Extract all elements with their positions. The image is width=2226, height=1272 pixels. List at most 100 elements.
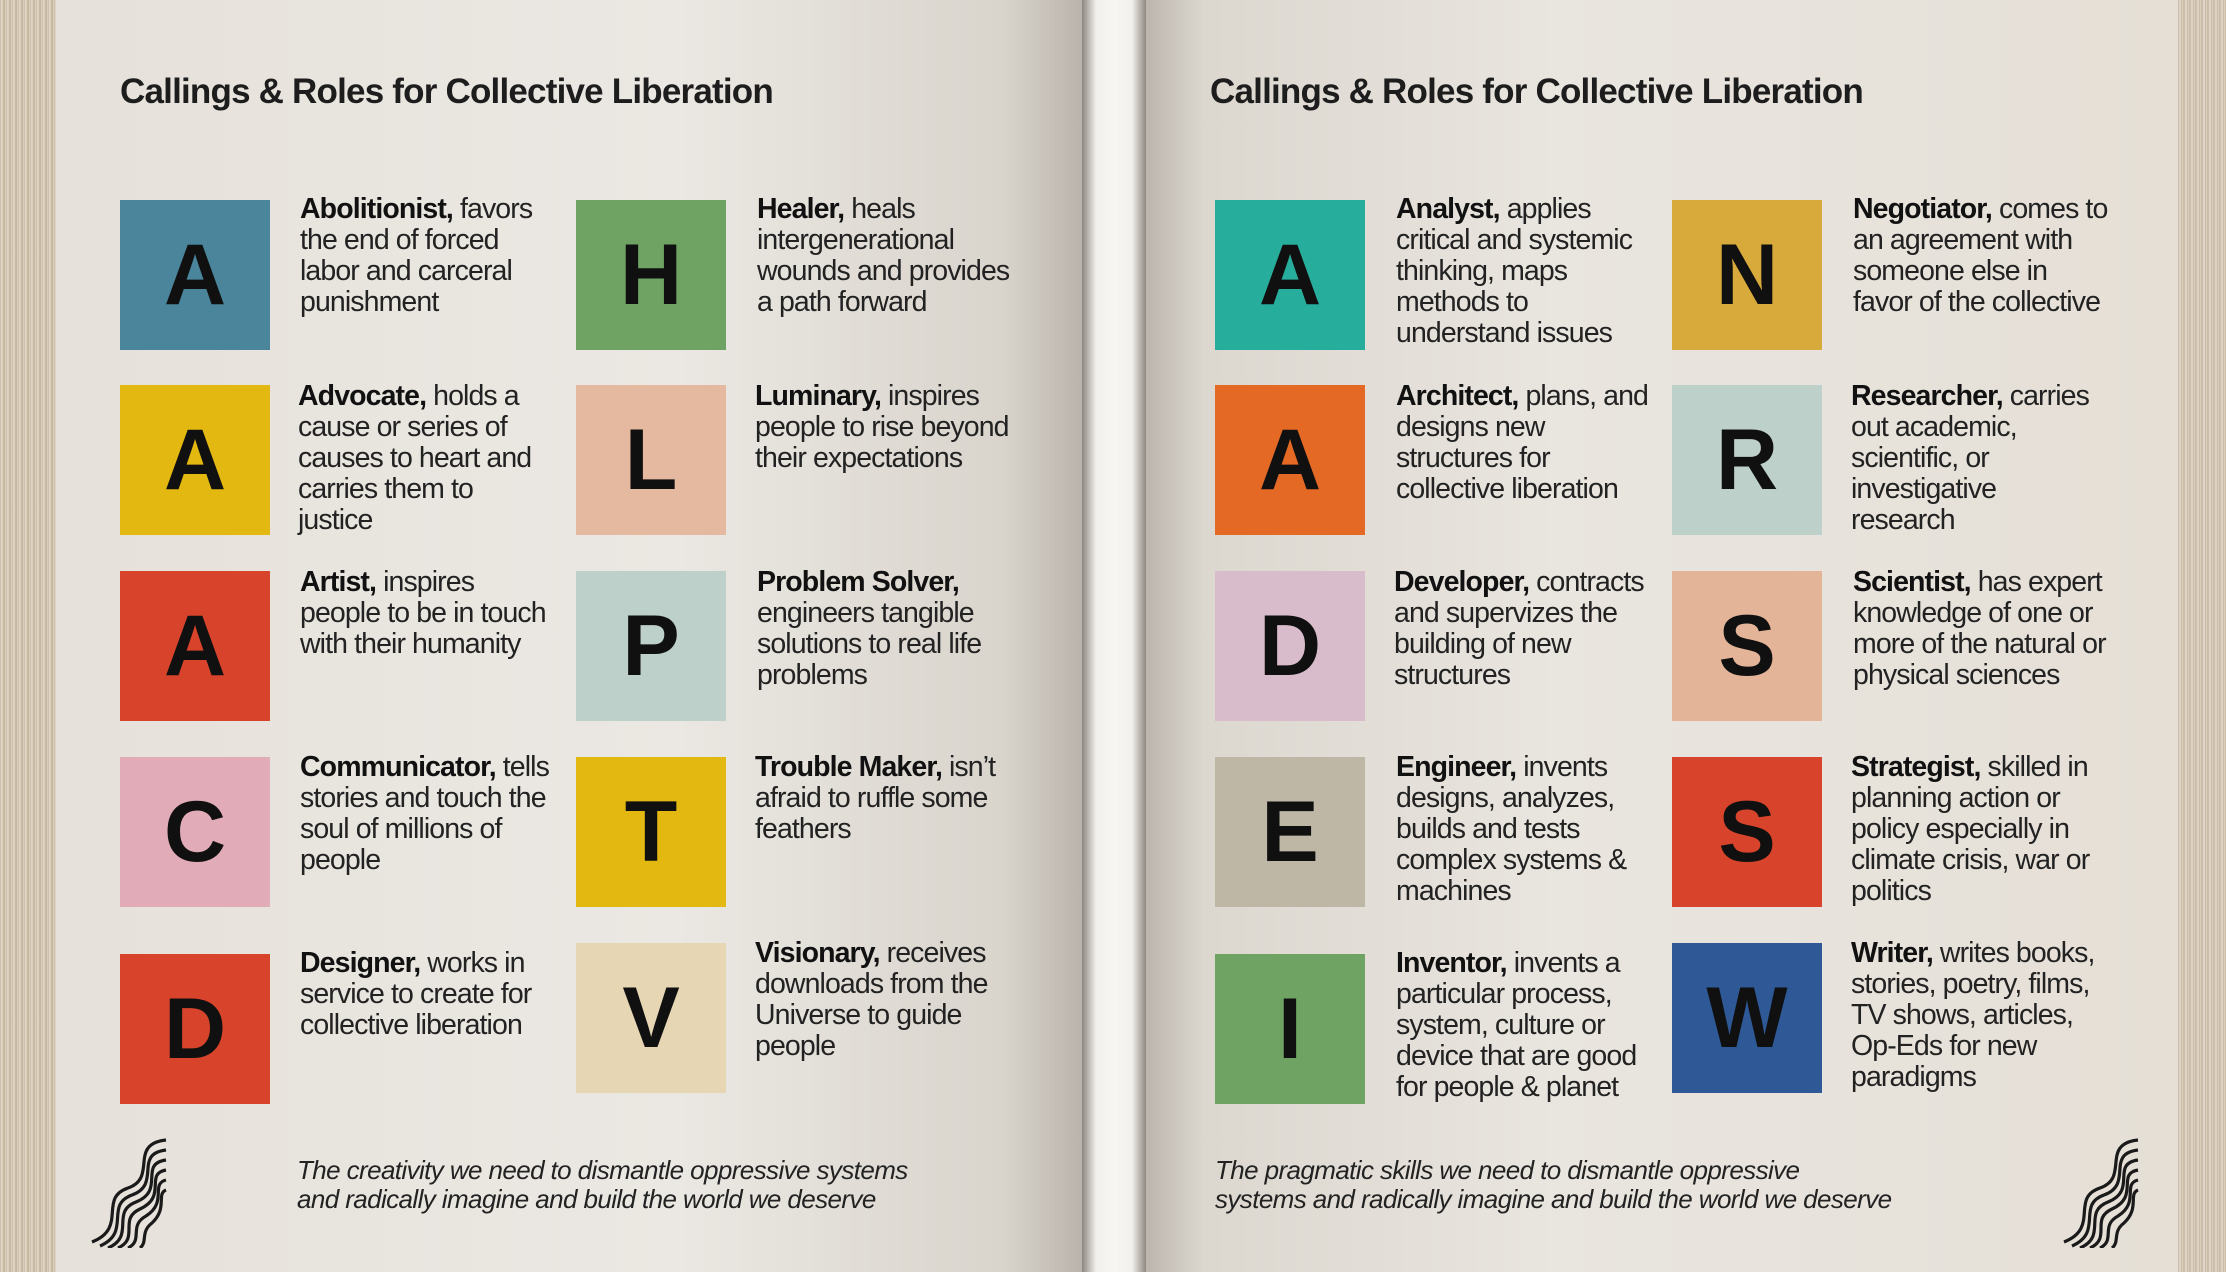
role-description: Healer, heals intergenerational wounds a… [757, 194, 1012, 318]
tile-letter: A [163, 411, 227, 508]
role-description: Architect, plans, and designs new struct… [1396, 381, 1651, 505]
role-name: Strategist, [1851, 751, 1981, 783]
role-text: invents designs, analyzes, builds and te… [1396, 751, 1627, 907]
letter-tile: I [1215, 954, 1365, 1104]
role-name: Trouble Maker, [755, 751, 943, 783]
letter-tile: T [576, 757, 726, 907]
role-text: receives downloads from the Universe to … [755, 937, 988, 1062]
role-description: Abolitionist, favors the end of forced l… [300, 194, 555, 318]
role-name: Inventor, [1396, 947, 1508, 979]
role-description: Strategist, skilled in planning action o… [1851, 752, 2106, 907]
tile-letter: P [622, 597, 680, 694]
role-text: carries out academic, scientific, or inv… [1851, 380, 2090, 536]
role-name: Abolitionist, [300, 193, 454, 225]
role-name: Communicator, [300, 751, 497, 783]
role-name: Engineer, [1396, 751, 1517, 783]
tile-letter: W [1706, 969, 1788, 1066]
letter-tile: E [1215, 757, 1365, 907]
role-text: invents a particular process, system, cu… [1396, 947, 1637, 1103]
letter-tile: R [1672, 385, 1822, 535]
role-description: Negotiator, comes to an agreement with s… [1853, 194, 2108, 318]
tile-letter: A [1258, 411, 1322, 508]
role-description: Advocate, holds a cause or series of cau… [298, 381, 553, 536]
letter-tile: A [120, 200, 270, 350]
role-name: Writer, [1851, 937, 1934, 969]
caption-line: The pragmatic skills we need to dismantl… [1215, 1155, 1800, 1185]
tile-letter: A [163, 226, 227, 323]
role-description: Trouble Maker, isn’t afraid to ruffle so… [755, 752, 1010, 845]
tile-letter: A [163, 597, 227, 694]
role-text: works in service to create for collectiv… [300, 947, 532, 1041]
role-description: Designer, works in service to create for… [300, 948, 555, 1041]
role-description: Luminary, inspires people to rise beyond… [755, 381, 1010, 474]
caption-line: The creativity we need to dismantle oppr… [297, 1155, 908, 1185]
letter-tile: D [1215, 571, 1365, 721]
wave-logo-icon [91, 1138, 167, 1248]
right-page-title: Callings & Roles for Collective Liberati… [1210, 72, 1864, 111]
tile-letter: L [624, 411, 678, 508]
role-name: Healer, [757, 193, 845, 225]
letter-tile: A [120, 571, 270, 721]
tile-letter: S [1718, 597, 1776, 694]
letter-tile: N [1672, 200, 1822, 350]
role-description: Writer, writes books, stories, poetry, f… [1851, 938, 2106, 1093]
role-text: skilled in planning action or policy esp… [1851, 751, 2090, 907]
role-name: Visionary, [755, 937, 881, 969]
role-name: Designer, [300, 947, 421, 979]
role-text: holds a cause or series of causes to hea… [298, 380, 532, 536]
role-text: isn’t afraid to ruffle some feathers [755, 751, 996, 845]
role-description: Inventor, invents a particular process, … [1396, 948, 1651, 1103]
tile-letter: R [1715, 411, 1779, 508]
page-edges-left [0, 0, 60, 1272]
role-description: Artist, inspires people to be in touch w… [300, 567, 555, 660]
tile-letter: H [619, 226, 683, 323]
letter-tile: H [576, 200, 726, 350]
letter-tile: L [576, 385, 726, 535]
role-description: Researcher, carries out academic, scient… [1851, 381, 2106, 536]
tile-letter: D [163, 980, 227, 1077]
role-name: Developer, [1394, 566, 1530, 598]
role-text: inspires people to rise beyond their exp… [755, 380, 1010, 474]
left-page-caption: The creativity we need to dismantle oppr… [297, 1156, 908, 1214]
role-text: writes books, stories, poetry, films, TV… [1851, 937, 2095, 1093]
letter-tile: S [1672, 757, 1822, 907]
tile-letter: N [1715, 226, 1779, 323]
role-description: Analyst, applies critical and systemic t… [1396, 194, 1651, 349]
tile-letter: C [163, 783, 227, 880]
role-text: inspires people to be in touch with thei… [300, 566, 547, 660]
tile-letter: S [1718, 783, 1776, 880]
wave-logo-icon [2063, 1138, 2139, 1248]
role-name: Luminary, [755, 380, 882, 412]
role-text: plans, and designs new structures for co… [1396, 380, 1649, 505]
role-text: has expert knowledge of one or more of t… [1853, 566, 2107, 691]
letter-tile: V [576, 943, 726, 1093]
letter-tile: A [1215, 200, 1365, 350]
role-text: applies critical and systemic thinking, … [1396, 193, 1633, 349]
tile-letter: D [1258, 597, 1322, 694]
role-name: Scientist, [1853, 566, 1972, 598]
role-text: heals intergenerational wounds and provi… [757, 193, 1010, 318]
role-description: Scientist, has expert knowledge of one o… [1853, 567, 2108, 691]
right-page-caption: The pragmatic skills we need to dismantl… [1215, 1155, 1892, 1214]
letter-tile: D [120, 954, 270, 1104]
letter-tile: S [1672, 571, 1822, 721]
page-edges-right [2176, 0, 2226, 1272]
tile-letter: V [622, 969, 680, 1066]
left-page-title: Callings & Roles for Collective Liberati… [120, 72, 774, 111]
letter-tile: C [120, 757, 270, 907]
tile-letter: I [1278, 980, 1302, 1077]
letter-tile: A [1215, 385, 1365, 535]
role-name: Problem Solver, [757, 566, 960, 598]
letter-tile: A [120, 385, 270, 535]
role-description: Visionary, receives downloads from the U… [755, 938, 1010, 1062]
tile-letter: T [624, 783, 678, 880]
caption-line: systems and radically imagine and build … [1215, 1184, 1892, 1214]
role-name: Researcher, [1851, 380, 2004, 412]
role-name: Analyst, [1396, 193, 1501, 225]
letter-tile: W [1672, 943, 1822, 1093]
role-description: Problem Solver, engineers tangible solut… [757, 567, 1012, 691]
role-name: Artist, [300, 566, 377, 598]
role-text: contracts and supervizes the building of… [1394, 566, 1645, 691]
role-text: engineers tangible solutions to real lif… [757, 597, 982, 691]
